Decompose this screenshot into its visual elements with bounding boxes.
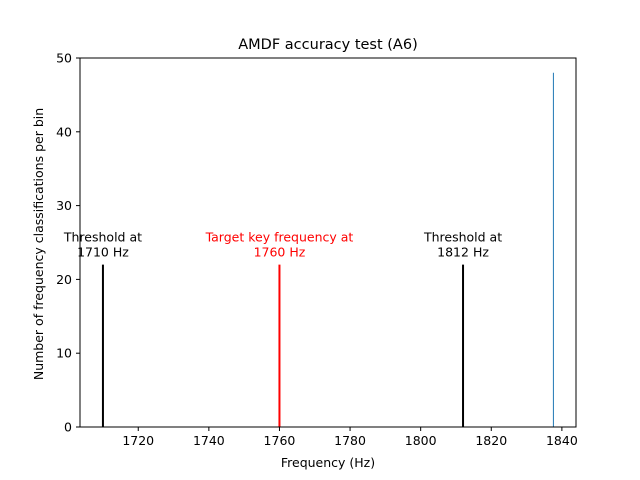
y-tick-label: 40 — [56, 124, 72, 139]
y-tick-label: 0 — [64, 420, 72, 435]
plot-layer: 1720 1740 1760 1780 1800 1820 1840 0 10 20 30 40 50 T… — [56, 51, 578, 449]
y-tick-label: 30 — [56, 198, 72, 213]
y-tick-label: 20 — [56, 272, 72, 287]
y-tick-label: 10 — [56, 346, 72, 361]
reference-line-label: Threshold at 1710 Hz — [63, 230, 142, 260]
y-tick-label: 50 — [56, 51, 72, 66]
x-tick-label: 1780 — [334, 433, 366, 448]
plot-frame — [79, 57, 577, 428]
x-tick-label: 1800 — [405, 433, 437, 448]
reference-line-label: Threshold at 1812 Hz — [423, 230, 502, 260]
chart-title: AMDF accuracy test (A6) — [238, 37, 418, 53]
x-tick-label: 1760 — [264, 433, 296, 448]
y-axis-label: Number of frequency classifications per … — [31, 108, 46, 380]
reference-line-label: Target key frequency at 1760 Hz — [205, 230, 354, 260]
x-axis-label: Frequency (Hz) — [281, 455, 375, 470]
x-tick-label: 1820 — [475, 433, 507, 448]
x-tick-label: 1740 — [193, 433, 225, 448]
x-tick-label: 1720 — [122, 433, 154, 448]
x-tick-label: 1840 — [546, 433, 578, 448]
